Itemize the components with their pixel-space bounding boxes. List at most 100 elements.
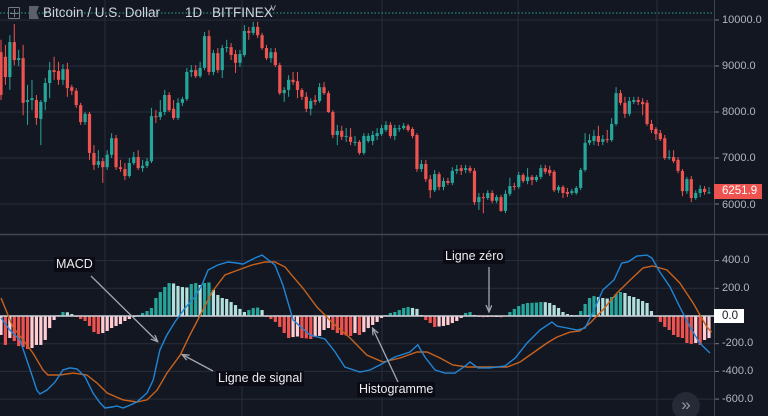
- histogram-bar: [304, 316, 308, 339]
- histogram-bar: [596, 297, 600, 316]
- exchange-label[interactable]: BITFINEX: [212, 5, 273, 20]
- histogram-bar: [220, 297, 224, 316]
- candle-body: [176, 102, 180, 118]
- histogram-bar: [39, 316, 43, 345]
- candle-body: [676, 159, 680, 171]
- candle-body: [287, 79, 291, 90]
- histogram-bar: [388, 312, 392, 316]
- histogram-bar: [335, 316, 339, 334]
- candle-body: [43, 83, 47, 102]
- candle-body: [79, 105, 83, 123]
- candle-body: [127, 163, 131, 176]
- histogram-bar: [437, 316, 441, 327]
- candle-body: [636, 100, 640, 102]
- histogram-bar: [702, 316, 707, 340]
- candle-body: [371, 135, 375, 141]
- histogram-bar: [556, 307, 561, 316]
- candle-body: [357, 141, 362, 153]
- histogram-bar: [587, 297, 592, 316]
- candle-body: [304, 96, 308, 109]
- macd-histogram: [0, 282, 714, 349]
- histogram-bar: [180, 287, 185, 316]
- histogram-bar: [627, 296, 631, 316]
- macd-lines: [0, 254, 713, 409]
- candle-body: [56, 71, 61, 80]
- candle-body: [238, 54, 242, 63]
- signal-line-annotation: Ligne de signal: [216, 371, 305, 386]
- histogram-bar: [402, 307, 406, 316]
- candle-body: [295, 81, 300, 90]
- candle-body: [618, 93, 623, 103]
- candle-body: [556, 186, 561, 191]
- candle-body: [672, 157, 676, 162]
- candle-body: [468, 168, 472, 171]
- candle-body: [530, 176, 534, 181]
- candle-body: [419, 163, 423, 170]
- interval-label[interactable]: 1D: [185, 5, 203, 20]
- macd-tick-label: 200.0: [722, 282, 750, 294]
- macd-arrow: [90, 275, 157, 341]
- candle-body: [52, 70, 56, 72]
- histogram-bar: [530, 302, 534, 316]
- candle-body: [264, 48, 269, 59]
- histogram-bar: [441, 316, 446, 326]
- histogram-bar: [371, 316, 375, 326]
- candle-body: [561, 186, 565, 193]
- histogram-bar: [87, 316, 92, 326]
- histogram-bar: [48, 316, 52, 329]
- histogram-bar: [118, 316, 123, 325]
- candle-body: [229, 47, 233, 55]
- scroll-to-realtime-button[interactable]: »: [672, 392, 700, 416]
- candle-body: [685, 179, 689, 192]
- candle-body: [654, 129, 658, 135]
- candle-body: [574, 187, 578, 193]
- candle-body: [455, 169, 459, 171]
- histogram-bar: [694, 316, 698, 344]
- candle-body: [87, 113, 92, 153]
- histogram-bar: [406, 306, 410, 316]
- histogram-annotation: Histogramme: [357, 382, 436, 397]
- candle-body: [198, 67, 202, 77]
- candle-body: [39, 101, 43, 119]
- candle-body: [508, 186, 512, 194]
- histogram-bar: [601, 297, 605, 316]
- candle-body: [309, 100, 313, 109]
- symbol-title[interactable]: Bitcoin / U.S. Dollar: [43, 5, 161, 20]
- candle-body: [185, 71, 189, 100]
- candle-body: [8, 42, 12, 78]
- candle-body: [610, 123, 614, 141]
- histogram-bar: [446, 316, 450, 326]
- candle-body: [118, 167, 123, 170]
- chevron-down-icon[interactable]: ˅: [270, 3, 277, 15]
- histogram-bar: [79, 316, 83, 320]
- candle-body: [495, 197, 499, 201]
- histogram-bar: [428, 316, 432, 324]
- histogram-bar: [25, 316, 30, 349]
- histogram-bar: [216, 294, 220, 316]
- histogram-bar: [65, 312, 69, 316]
- candle-body: [149, 116, 154, 162]
- histogram-bar: [565, 314, 569, 316]
- histogram-bar: [561, 311, 565, 316]
- candle-body: [105, 154, 109, 168]
- candle-body: [233, 54, 238, 63]
- histogram-bar: [605, 298, 609, 316]
- histogram-arrow: [373, 329, 399, 383]
- histogram-bar: [632, 297, 636, 316]
- histogram-bar: [543, 302, 547, 316]
- histogram-bar: [450, 316, 454, 324]
- flag-icon[interactable]: [29, 6, 39, 19]
- histogram-bar: [415, 308, 419, 316]
- histogram-bar: [238, 308, 242, 316]
- candle-body: [689, 179, 693, 199]
- histogram-bar: [393, 311, 397, 316]
- candle-body: [565, 192, 569, 194]
- histogram-bar: [663, 316, 667, 327]
- candle-body: [406, 125, 410, 130]
- square-plus-icon[interactable]: [8, 7, 20, 19]
- candle-body: [548, 169, 552, 174]
- histogram-bar: [163, 287, 167, 316]
